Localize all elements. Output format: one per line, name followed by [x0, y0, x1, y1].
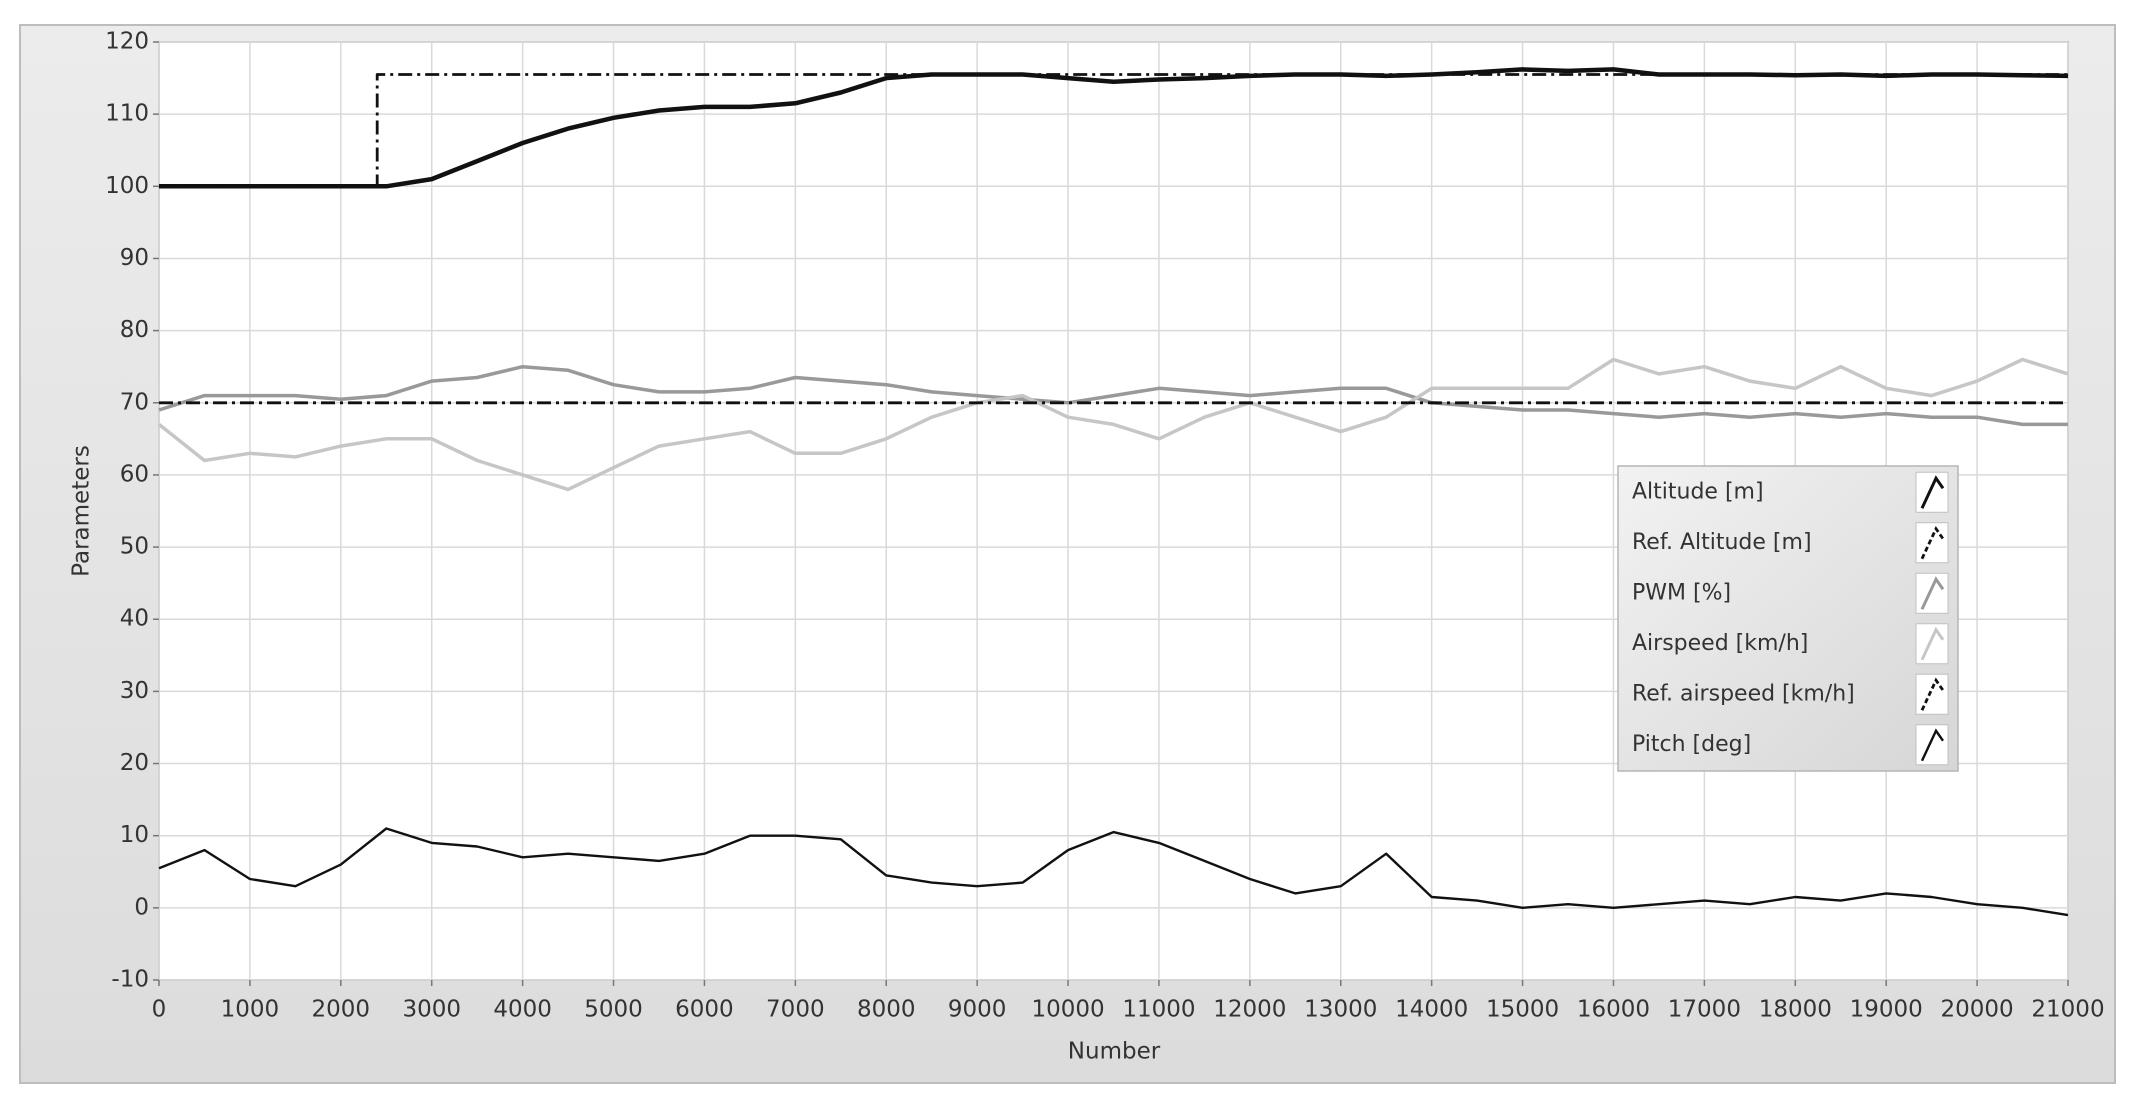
legend-swatch-box [1915, 724, 1949, 766]
x-tick-label: 18000 [1759, 997, 1832, 1023]
series-line [159, 73, 2068, 188]
legend-box [1617, 465, 1959, 772]
legend-label: PWM [%] [1632, 580, 1731, 605]
y-tick-label: 40 [120, 606, 149, 632]
x-tick-label: 6000 [675, 997, 734, 1023]
y-tick-label: 110 [105, 101, 149, 127]
legend-swatch-box [1915, 623, 1949, 665]
x-tick-label: 21000 [2031, 997, 2104, 1023]
x-tick-label: 8000 [857, 997, 916, 1023]
y-tick-label: 0 [134, 894, 149, 920]
y-tick-label: 20 [120, 750, 149, 776]
x-tick-label: 7000 [766, 997, 825, 1023]
x-tick-label: 20000 [1941, 997, 2014, 1023]
series-line [157, 357, 2069, 492]
legend-label: Altitude [m] [1632, 479, 1764, 504]
x-tick-label: 3000 [402, 997, 461, 1023]
y-tick-label: 90 [120, 245, 149, 271]
x-tick-label: 17000 [1668, 997, 1741, 1023]
legend-label: Airspeed [km/h] [1632, 631, 1808, 656]
y-tick-label: 70 [120, 389, 149, 415]
legend-swatch [1920, 576, 1945, 610]
y-tick-label: 30 [120, 678, 149, 704]
x-tick-label: 10000 [1031, 997, 1104, 1023]
legend: Altitude [m] Ref. Altitude [m] PWM [%] Airs… [1617, 465, 1959, 772]
x-tick-label: 1000 [221, 997, 280, 1023]
x-tick-label: 15000 [1486, 997, 1559, 1023]
lines [157, 67, 2069, 917]
x-tick-label: 19000 [1850, 997, 1923, 1023]
y-tick-label: 10 [120, 822, 149, 848]
y-tick-label: 50 [120, 534, 149, 560]
legend-label: Ref. airspeed [km/h] [1632, 681, 1855, 706]
x-tick-label: 2000 [312, 997, 371, 1023]
legend-label: Ref. Altitude [m] [1632, 530, 1812, 555]
x-axis-title: Number [1068, 1039, 1161, 1065]
y-tick-label: -10 [111, 967, 149, 993]
legend-swatch [1920, 677, 1945, 711]
legend-label: Pitch [deg] [1632, 732, 1751, 757]
x-tick-label: 4000 [493, 997, 552, 1023]
legend-swatch [1920, 728, 1944, 762]
y-tick-label: 100 [105, 173, 149, 199]
y-axis-title: Parameters [69, 445, 95, 577]
y-tick-label: 80 [120, 317, 149, 343]
legend-swatch-box [1915, 471, 1949, 513]
legend-swatch [1920, 525, 1945, 560]
series-line [158, 827, 2069, 917]
legend-swatch-box [1915, 572, 1949, 614]
series-line [158, 364, 2068, 427]
legend-swatch [1920, 626, 1945, 661]
x-tick-label: 5000 [584, 997, 643, 1023]
y-tick-label: 60 [120, 461, 149, 487]
x-tick-label: 13000 [1304, 997, 1377, 1023]
legend-swatch-box [1915, 673, 1949, 715]
x-tick-label: 14000 [1395, 997, 1468, 1023]
x-tick-label: 0 [152, 997, 167, 1023]
y-tick-label: 120 [105, 29, 149, 55]
x-tick-label: 12000 [1213, 997, 1286, 1023]
legend-swatch-box [1915, 522, 1949, 564]
x-tick-label: 9000 [948, 997, 1007, 1023]
x-tick-label: 16000 [1577, 997, 1650, 1023]
legend-swatch [1920, 475, 1945, 509]
x-tick-label: 11000 [1122, 997, 1195, 1023]
